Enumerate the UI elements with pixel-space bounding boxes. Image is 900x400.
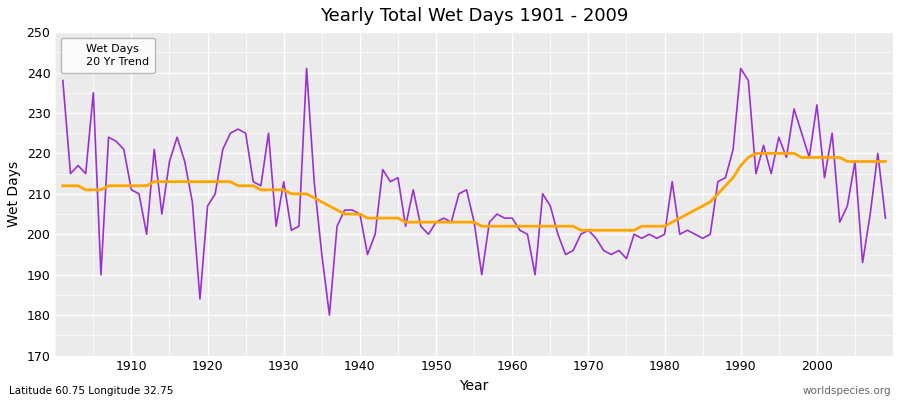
20 Yr Trend	[500, 224, 510, 229]
Line: Wet Days: Wet Days	[63, 68, 886, 315]
Text: Latitude 60.75 Longitude 32.75: Latitude 60.75 Longitude 32.75	[9, 386, 174, 396]
Wet Days	[522, 232, 533, 237]
Y-axis label: Wet Days: Wet Days	[7, 161, 21, 227]
Wet Days	[119, 147, 130, 152]
20 Yr Trend	[751, 151, 761, 156]
Wet Days	[324, 313, 335, 318]
Title: Yearly Total Wet Days 1901 - 2009: Yearly Total Wet Days 1901 - 2009	[320, 7, 628, 25]
20 Yr Trend	[331, 208, 342, 212]
Line: 20 Yr Trend: 20 Yr Trend	[63, 153, 886, 230]
Wet Days	[286, 228, 297, 233]
20 Yr Trend	[119, 183, 130, 188]
20 Yr Trend	[575, 228, 586, 233]
X-axis label: Year: Year	[460, 379, 489, 393]
20 Yr Trend	[58, 183, 68, 188]
20 Yr Trend	[286, 192, 297, 196]
20 Yr Trend	[507, 224, 517, 229]
Wet Days	[515, 228, 526, 233]
20 Yr Trend	[606, 228, 616, 233]
Wet Days	[880, 216, 891, 220]
Legend: Wet Days, 20 Yr Trend: Wet Days, 20 Yr Trend	[61, 38, 155, 73]
Wet Days	[58, 78, 68, 83]
Wet Days	[614, 248, 625, 253]
Wet Days	[346, 208, 357, 212]
Text: worldspecies.org: worldspecies.org	[803, 386, 891, 396]
Wet Days	[302, 66, 312, 71]
20 Yr Trend	[880, 159, 891, 164]
